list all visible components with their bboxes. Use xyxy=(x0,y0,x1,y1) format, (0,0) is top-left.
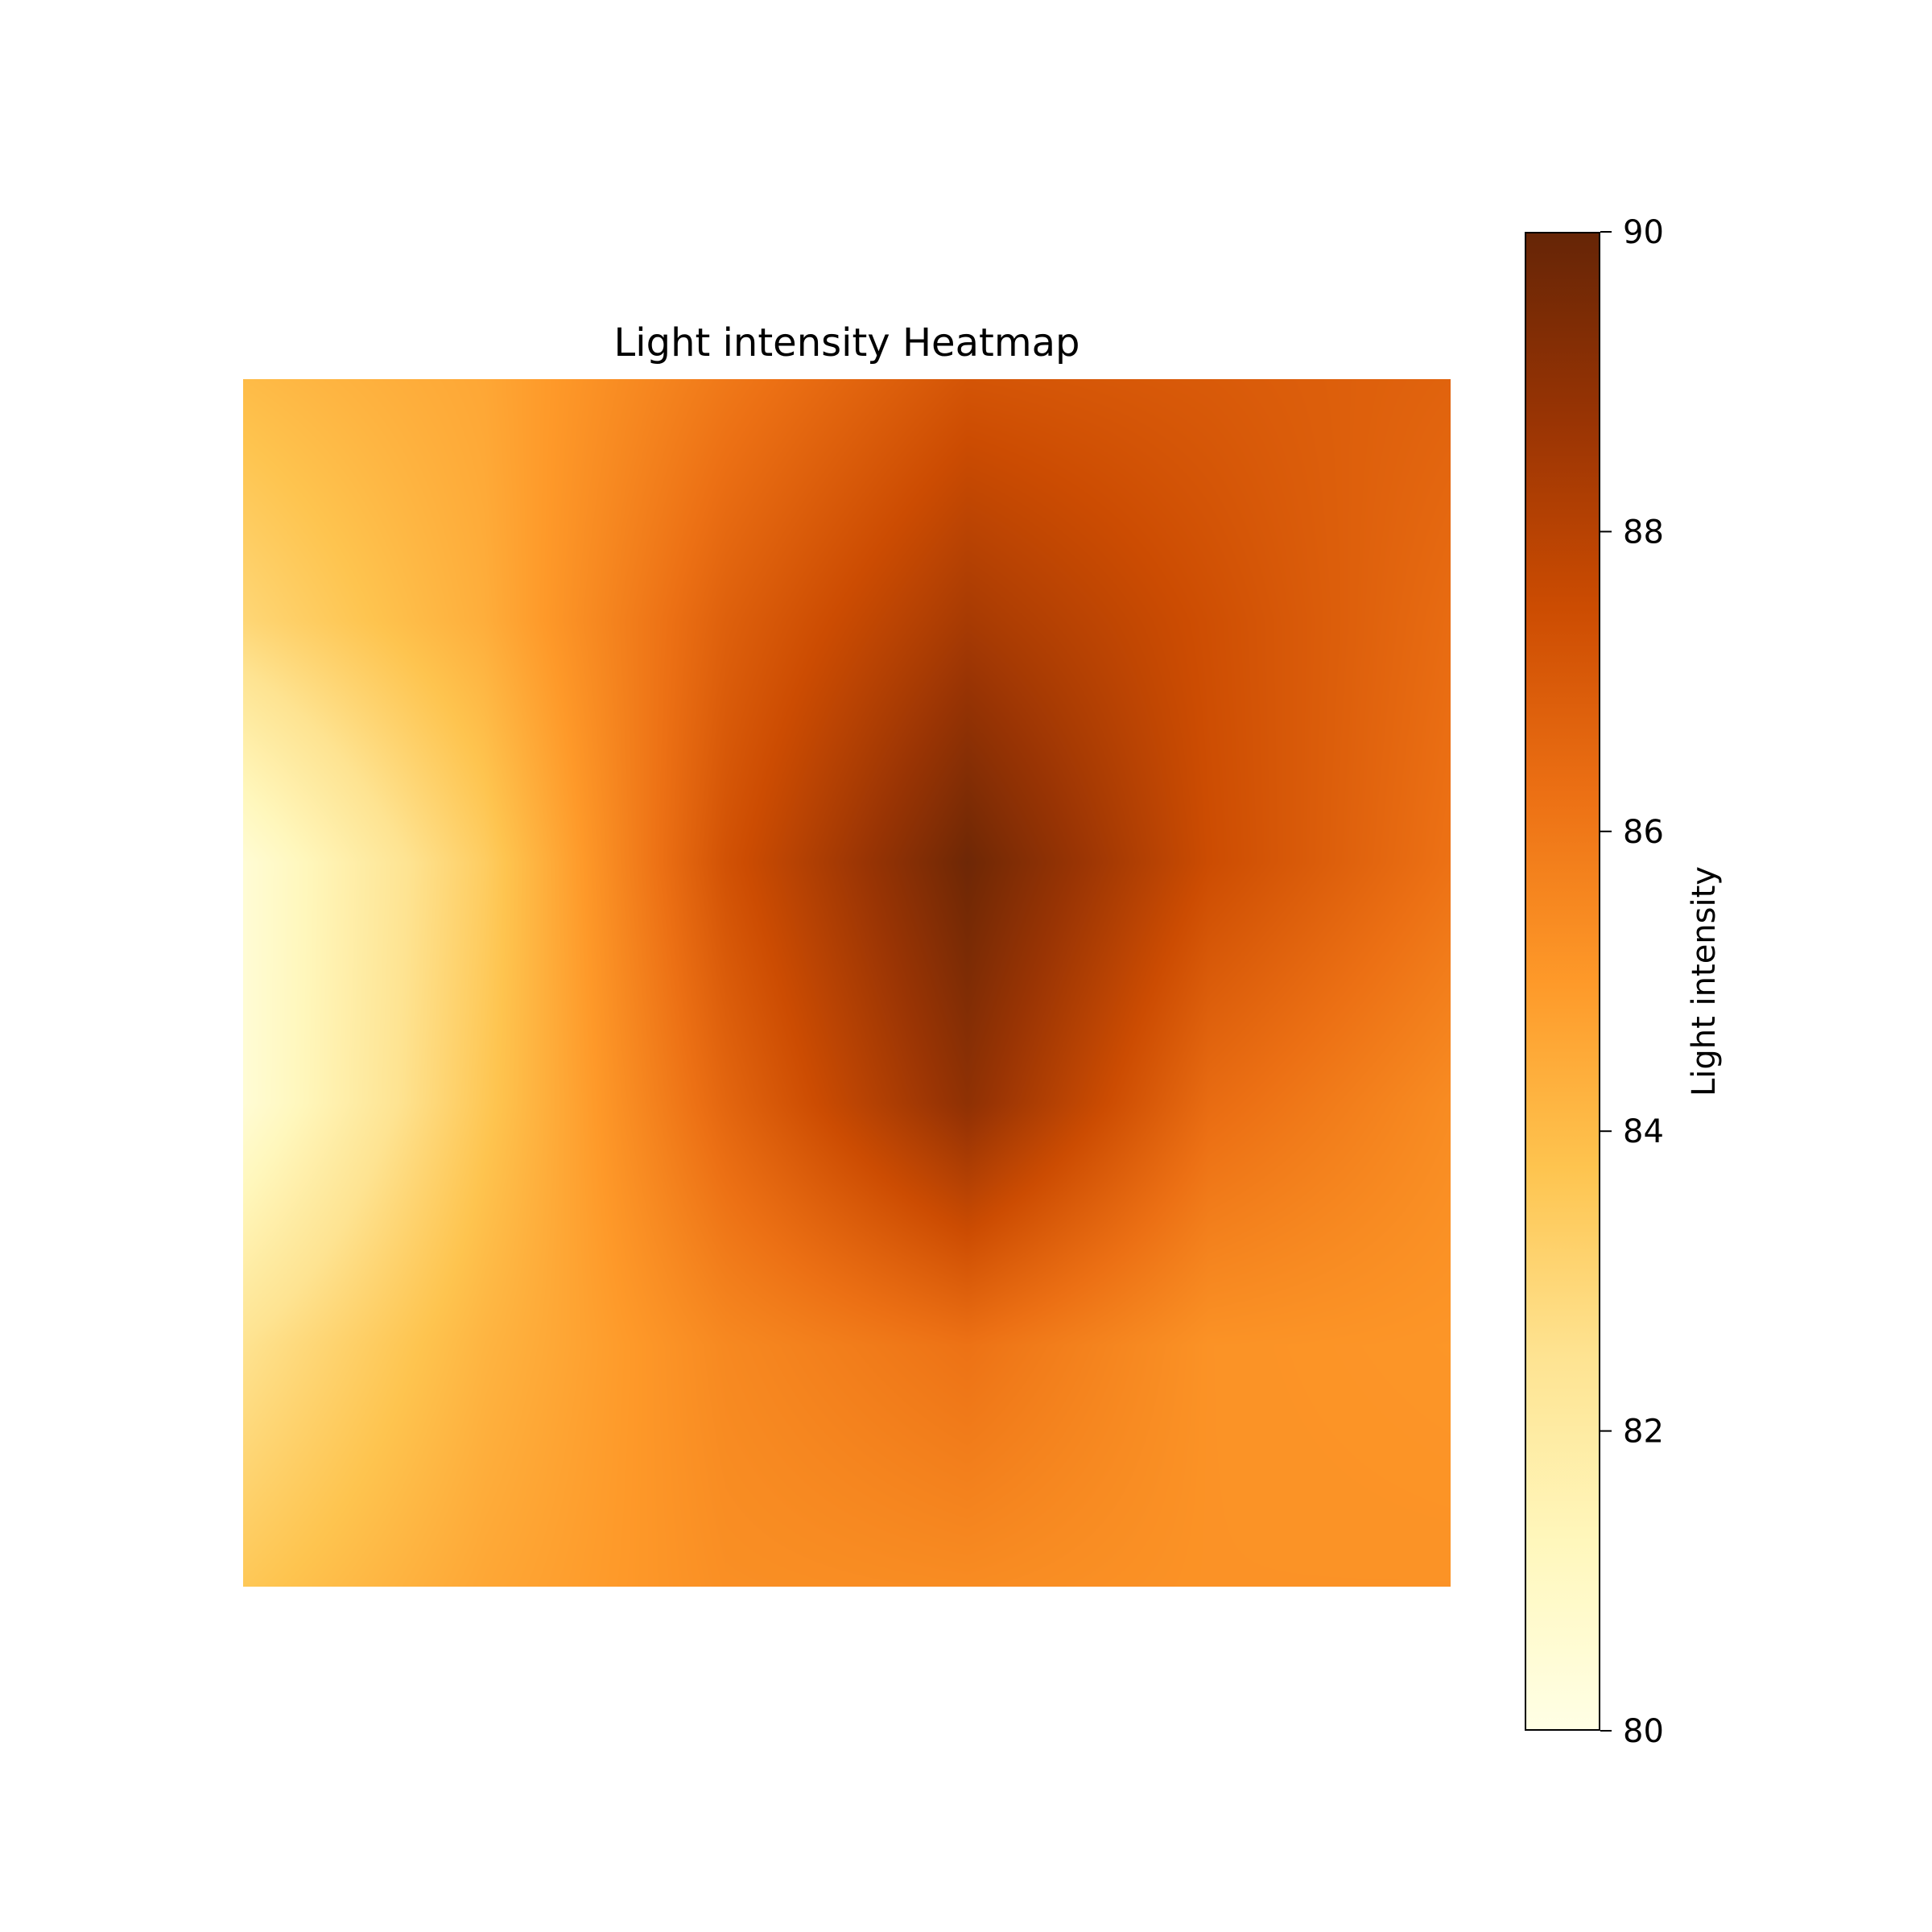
colorbar-tick-label: 86 xyxy=(1623,814,1664,851)
colorbar-tick-label: 80 xyxy=(1623,1713,1664,1750)
colorbar-tick-label: 90 xyxy=(1623,214,1664,251)
colorbar-tick-label: 84 xyxy=(1623,1113,1664,1150)
heatmap-image xyxy=(243,379,1451,1587)
chart-title: Light intensity Heatmap xyxy=(613,320,1080,365)
colorbar-label: Light intensity xyxy=(1686,866,1723,1096)
colorbar xyxy=(1525,232,1600,1731)
colorbar-tick-label: 82 xyxy=(1623,1414,1664,1451)
colorbar-tick-label: 88 xyxy=(1623,514,1664,551)
